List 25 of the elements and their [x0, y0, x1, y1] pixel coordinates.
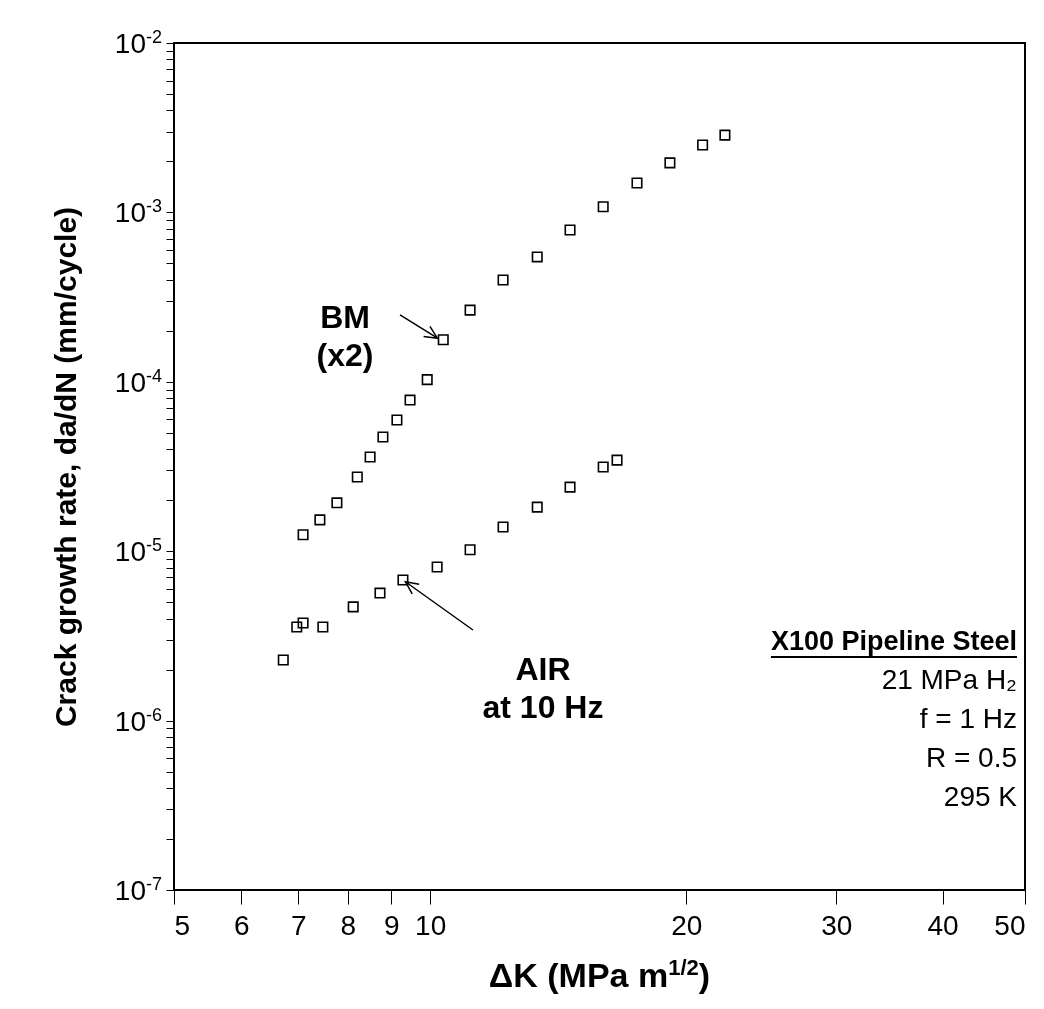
x-tick-label: 50 — [994, 909, 1026, 941]
y-tick-label: 10$^{-7}$ — [114, 874, 162, 906]
x-tick-label: 7 — [291, 909, 307, 941]
annotation: X100 Pipeline Steel — [770, 626, 1017, 656]
annotation: AIR at 10 Hz — [482, 651, 604, 726]
x-tick-label: 9 — [383, 909, 400, 941]
x-tick-label: 5 — [174, 909, 191, 941]
annotation: BM (x2) — [316, 298, 374, 373]
x-tick-label: 40 — [927, 909, 959, 941]
annotation: 21 MPa H₂ — [881, 664, 1017, 695]
y-tick-label: 10$^{-2}$ — [114, 27, 162, 59]
y-tick-label: 10$^{-3}$ — [114, 196, 162, 229]
x-axis-title: ΔK (MPa m$^{1/2}$) — [487, 955, 712, 996]
y-axis-title: Crack growth rate, da/dN (mm/cycle) — [49, 206, 82, 728]
y-tick-label: 10$^{-5}$ — [114, 535, 162, 568]
x-tick-label: 6 — [234, 909, 250, 941]
annotation: f = 1 Hz — [919, 703, 1017, 734]
annotation: R = 0.5 — [925, 742, 1017, 773]
y-tick-label: 10$^{-4}$ — [114, 365, 162, 398]
y-tick-label: 10$^{-6}$ — [114, 704, 162, 737]
x-tick-label: 30 — [821, 909, 853, 941]
annotation: 295 K — [943, 781, 1018, 812]
x-tick-label: 8 — [340, 909, 356, 941]
x-tick-label: 20 — [671, 909, 703, 941]
x-tick-label: 10 — [415, 909, 447, 941]
